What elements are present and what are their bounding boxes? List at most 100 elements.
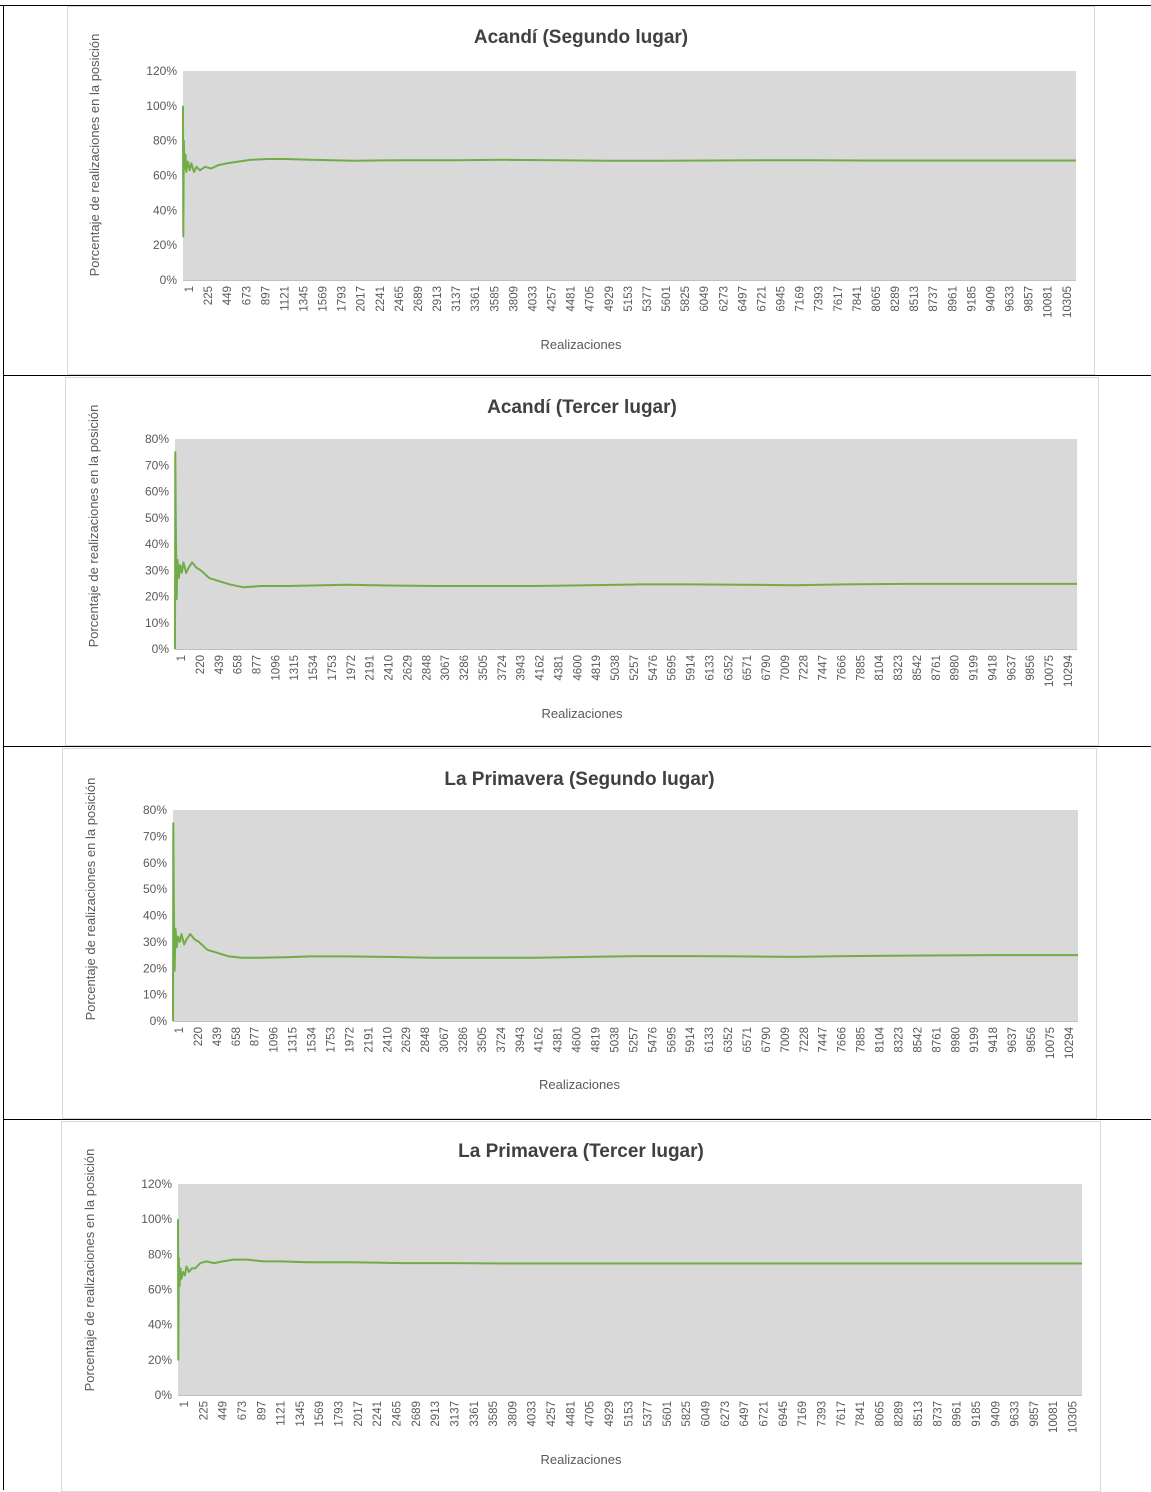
x-tick-label: 4257	[547, 286, 559, 312]
x-tick-label: 3585	[489, 286, 501, 312]
x-tick-label: 8542	[912, 655, 924, 681]
y-tick-label: 40%	[148, 1318, 172, 1332]
x-tick-label: 8542	[912, 1027, 924, 1053]
x-tick-label: 10294	[1063, 654, 1075, 687]
x-tick-label: 877	[250, 1027, 262, 1046]
x-tick-label: 2913	[430, 1401, 442, 1427]
x-tick-label: 1972	[344, 1027, 356, 1053]
x-tick-label: 2241	[372, 1401, 384, 1427]
x-tick-label: 6721	[756, 286, 768, 312]
y-tick-label: 60%	[148, 1283, 172, 1297]
series-line	[177, 1219, 1082, 1361]
x-tick-label: 897	[256, 1401, 268, 1420]
x-tick-label: 5153	[623, 1401, 635, 1427]
x-tick-label: 1793	[334, 1401, 346, 1427]
x-tick-label: 5601	[662, 1401, 674, 1427]
x-tick-label: 7228	[799, 655, 811, 681]
x-tick-label: 1793	[337, 286, 349, 312]
x-tick-label: 220	[193, 1027, 205, 1046]
x-tick-label: 8289	[890, 286, 902, 312]
x-tick-label: 1121	[279, 286, 291, 311]
x-tick-label: 8961	[947, 286, 959, 312]
x-tick-label: 9637	[1006, 655, 1018, 681]
x-tick-label: 8980	[950, 1027, 962, 1053]
y-tick-label: 60%	[143, 856, 167, 870]
y-tick-label: 50%	[143, 882, 167, 896]
x-tick-label: 5257	[628, 1027, 640, 1053]
x-tick-label: 6945	[776, 286, 788, 312]
y-tick-label: 80%	[153, 134, 177, 148]
y-tick-label: 20%	[148, 1353, 172, 1367]
chart-acandi-tercer: Acandí (Tercer lugar) Porcentaje de real…	[65, 377, 1099, 746]
x-tick-label: 2241	[375, 286, 387, 312]
x-tick-label: 3137	[449, 1401, 461, 1427]
x-tick-label: 10081	[1048, 1401, 1060, 1433]
x-tick-label: 8104	[875, 1026, 887, 1052]
x-tick-label: 5695	[667, 655, 679, 681]
x-tick-label: 8513	[909, 286, 921, 312]
x-tick-label: 8980	[950, 655, 962, 681]
y-tick-label: 60%	[145, 485, 169, 499]
x-tick-label: 5601	[661, 286, 673, 312]
y-tick-label: 30%	[145, 563, 169, 577]
x-tick-label: 9199	[969, 1027, 981, 1053]
x-tick-label: 9185	[966, 286, 978, 312]
x-tick-label: 449	[222, 286, 234, 305]
chart-plot: 0% 20% 40% 60% 80% 100% 120% 1 225 449 673 897 1121 1…	[141, 1177, 1082, 1433]
y-tick-label: 10%	[143, 988, 167, 1002]
x-tick-label: 8961	[952, 1401, 964, 1427]
x-tick-label: 7393	[814, 286, 826, 312]
x-tick-label: 658	[231, 1027, 243, 1046]
x-tick-label: 6571	[742, 655, 754, 681]
y-tick-label: 70%	[143, 829, 167, 843]
x-tick-label: 5153	[623, 286, 635, 312]
x-tick-label: 6352	[723, 1027, 735, 1053]
x-tick-label: 877	[252, 655, 264, 674]
plot-area	[183, 71, 1076, 280]
y-tick-label: 30%	[143, 935, 167, 949]
plot-area	[173, 810, 1078, 1021]
y-tick-label: 70%	[145, 458, 169, 472]
x-tick-label: 7666	[836, 655, 848, 681]
x-tick-label: 2017	[353, 1401, 365, 1427]
x-tick-label: 9857	[1024, 286, 1036, 312]
x-tick-label: 1315	[288, 1027, 300, 1053]
x-tick-label: 6133	[704, 1027, 716, 1053]
x-tick-label: 1569	[318, 286, 330, 312]
x-tick-label: 4819	[591, 655, 603, 681]
x-tick-label: 2191	[365, 655, 377, 681]
x-tick-label: 5476	[648, 655, 660, 681]
x-tick-label: 3724	[496, 1026, 508, 1052]
x-tick-label: 6497	[739, 1401, 751, 1427]
chart-plot: 0% 10% 20% 30% 40% 50% 60% 70% 80% 1 220 439 658 877 1…	[145, 432, 1077, 687]
x-tick-label: 8737	[928, 286, 940, 312]
x-tick-label: 4600	[572, 655, 584, 681]
x-tick-label: 10305	[1068, 1401, 1080, 1433]
chart-title: Acandí (Segundo lugar)	[473, 27, 689, 48]
x-tick-label: 9633	[1010, 1401, 1022, 1427]
x-tick-label: 2191	[363, 1027, 375, 1053]
x-tick-label: 4705	[585, 1401, 597, 1427]
y-tick-label: 100%	[141, 1212, 172, 1226]
x-tick-label: 439	[212, 1027, 224, 1046]
x-tick-label: 673	[237, 1401, 249, 1420]
x-tick-label: 897	[260, 286, 272, 305]
x-tick-label: 4381	[553, 1027, 565, 1053]
x-tick-label: 5914	[686, 654, 698, 680]
x-tick-label: 1096	[269, 1027, 281, 1053]
x-tick-label: 10305	[1062, 286, 1074, 318]
x-tick-label: 4481	[566, 286, 578, 312]
x-tick-label: 4381	[553, 655, 565, 681]
x-tick-label: 6049	[699, 286, 711, 312]
x-tick-label: 7841	[855, 1401, 867, 1427]
x-tick-label: 8104	[874, 654, 886, 680]
x-tick-label: 5825	[681, 1401, 693, 1427]
chart-title: La Primavera (Segundo lugar)	[444, 769, 715, 790]
series-line	[174, 451, 1077, 650]
x-tick-label: 8761	[931, 1027, 943, 1053]
x-tick-label: 3809	[508, 286, 520, 312]
chart-la-primavera-segundo: La Primavera (Segundo lugar) Porcentaje …	[62, 748, 1097, 1119]
x-tick-label: 9418	[988, 1027, 1000, 1053]
x-tick-label: 2410	[382, 1027, 394, 1053]
y-tick-label: 50%	[145, 511, 169, 525]
